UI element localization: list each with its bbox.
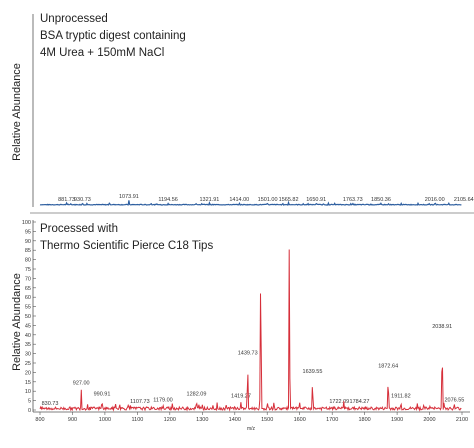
x-tick-label: 1800 [358,417,370,423]
y-tick-label: 15 [25,380,31,386]
x-tick-label: 1900 [391,417,403,423]
x-tick-label: 1000 [99,417,111,423]
top-title-line-2: BSA tryptic digest containing [40,30,186,42]
top-title-line-3: 4M Urea + 150mM NaCl [40,47,164,59]
y-tick-label: 30 [25,352,31,358]
top-peak-label: 1073.91 [119,194,139,200]
x-tick-label: 1200 [164,417,176,423]
bottom-peak-label: 2076.55 [444,397,464,403]
bottom-x-axis-label: m/z [247,426,256,432]
y-tick-label: 100 [22,220,31,226]
x-tick-label: 800 [35,417,44,423]
y-tick-label: 75 [25,267,31,273]
top-panel: Unprocessed BSA tryptic digest containin… [11,13,474,207]
top-peak-label: 1194.56 [158,197,177,203]
y-tick-label: 95 [25,229,31,235]
top-peak-label: 930.73 [74,197,91,203]
bottom-peak-label: 1419.27 [231,394,251,400]
y-tick-label: 0 [28,408,31,414]
x-tick-label: 1300 [196,417,208,423]
x-tick-label: 1600 [294,417,306,423]
bottom-peak-label: 1179.00 [153,397,172,403]
x-tick-label: 2100 [456,417,468,423]
top-peak-label: 1763.73 [343,197,363,203]
bottom-peak-label: 927.00 [73,380,90,386]
top-peak-label: 1850.36 [371,197,391,203]
bottom-x-ticks: 800 900 1000 1100 1200 1300 1400 1500 1600 1700 18… [35,412,468,423]
top-spectrum-trace [39,200,462,206]
bottom-peak-label: 1872.64 [378,364,398,370]
y-tick-label: 60 [25,295,31,301]
x-tick-label: 2000 [423,417,435,423]
bottom-title-line-1: Processed with [40,223,118,235]
top-y-axis-label: Relative Abundance [11,63,23,161]
top-peak-label: 1501.00 [258,197,278,203]
y-tick-label: 55 [25,305,31,311]
y-tick-label: 50 [25,314,31,320]
top-peak-label: 2016.00 [425,197,445,203]
bottom-peak-label: 1439.73 [238,350,258,356]
bottom-peak-label: 830.73 [42,401,59,407]
top-peak-labels: 881.73 930.73 1073.91 1194.56 1321.91 1414.00… [58,194,474,203]
bottom-peak-label: 1107.73 [130,399,149,405]
top-peak-label: 1321.91 [199,197,219,203]
bottom-title-line-2: Thermo Scientific Pierce C18 Tips [40,240,213,252]
bottom-y-ticks: 0 5 10 15 20 25 30 35 40 45 50 55 60 65 70 75 80 85 90 95 10… [22,220,36,414]
bottom-y-axis-label: Relative Abundance [11,273,23,371]
bottom-peak-label: 1282.09 [187,392,207,398]
top-title-line-1: Unprocessed [40,13,108,25]
y-tick-label: 85 [25,248,31,254]
y-tick-label: 35 [25,342,31,348]
y-tick-label: 40 [25,333,31,339]
bottom-peak-label: 990.91 [94,392,111,398]
x-tick-label: 1700 [326,417,338,423]
y-tick-label: 10 [25,389,31,395]
x-tick-label: 1100 [131,417,143,423]
top-peak-label: 1565.82 [279,197,299,203]
y-tick-label: 25 [25,361,31,367]
x-tick-label: 1400 [229,417,241,423]
y-tick-label: 65 [25,286,31,292]
top-peak-label: 1650.91 [306,197,326,203]
y-tick-label: 45 [25,323,31,329]
bottom-peak-label: 1911.82 [391,394,410,400]
y-tick-label: 80 [25,258,31,264]
y-tick-label: 5 [28,399,31,405]
x-tick-label: 900 [68,417,77,423]
top-peak-label: 2105.64 [454,197,474,203]
y-tick-label: 20 [25,370,31,376]
y-tick-label: 70 [25,276,31,282]
bottom-panel: Processed with Thermo Scientific Pierce … [11,220,470,432]
x-tick-label: 1500 [261,417,273,423]
bottom-peak-label: 2038.91 [432,324,452,330]
bottom-peak-label: 1722.09 [329,399,349,405]
bottom-spectrum-trace [39,249,462,412]
y-tick-label: 90 [25,239,31,245]
bottom-peak-label: 1639.55 [303,369,323,375]
bottom-peak-labels: 927.00 990.91 1107.73 1179.00 1282.09 1419.27… [42,324,465,407]
top-peak-label: 881.73 [58,197,75,203]
bottom-peak-label: 1784.27 [350,399,370,405]
top-peak-label: 1414.00 [229,197,249,203]
